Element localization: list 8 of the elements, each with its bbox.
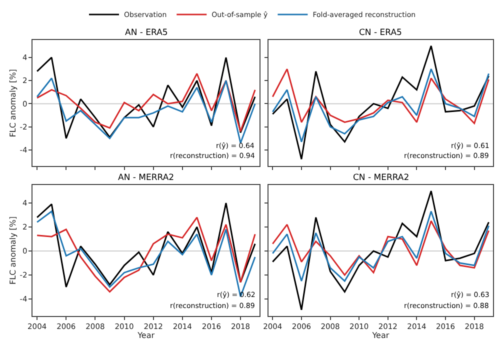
y-axis-title: FLC anomaly [%] — [8, 69, 18, 138]
y-axis-title: FLC anomaly [%] — [8, 216, 18, 284]
x-axis-title: Year — [136, 330, 156, 340]
x-axis-title: Year — [371, 330, 390, 340]
chart-title: AN - MERRA2 — [118, 173, 174, 183]
chart-title: CN - ERA5 — [359, 28, 402, 38]
chart-title: AN - ERA5 — [125, 28, 168, 38]
chart-title: CN - MERRA2 — [353, 173, 410, 183]
